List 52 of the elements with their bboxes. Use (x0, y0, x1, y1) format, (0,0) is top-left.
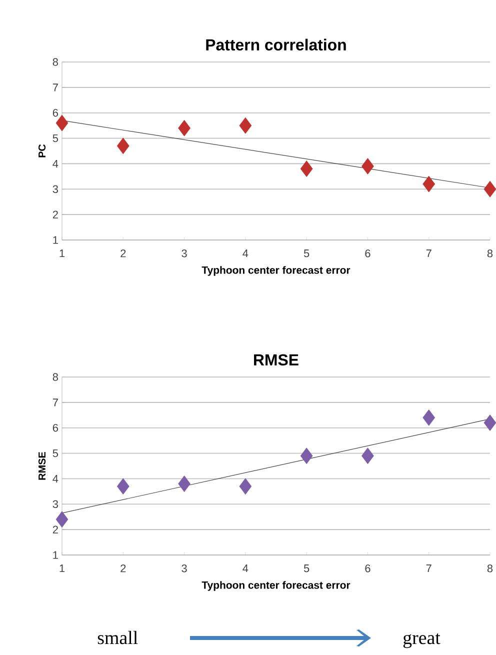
x-tick-label: 4 (242, 564, 248, 572)
x-tick-label: 6 (365, 250, 370, 258)
x-axis-title: Typhoon center forecast error (202, 581, 350, 591)
point (116, 138, 130, 154)
x-tick-label: 8 (487, 564, 492, 572)
point (300, 160, 313, 177)
y-tick-label: 5 (52, 449, 58, 458)
y-tick-label: 6 (52, 424, 58, 432)
x-tick-label: 7 (426, 250, 432, 258)
x-tick-label: 3 (181, 250, 187, 258)
y-tick-label: 2 (52, 526, 58, 534)
point (178, 476, 190, 492)
x-tick-label: 3 (181, 564, 187, 572)
text: small (98, 630, 138, 644)
point (361, 158, 374, 174)
y-tick-label: 1 (53, 236, 58, 244)
y-tick-label: 2 (52, 210, 58, 218)
y-tick-label: 7 (52, 398, 58, 406)
text: great (403, 633, 440, 648)
x-tick-label: 8 (487, 250, 492, 258)
x-tick-label: 5 (304, 564, 309, 572)
x-tick-label: 4 (242, 250, 248, 258)
chart-title: Pattern correlation (206, 38, 346, 50)
point (239, 478, 252, 495)
y-axis-title: PC (38, 144, 46, 158)
y-tick-label: 3 (52, 185, 58, 194)
x-tick-label: 1 (60, 250, 64, 258)
x-axis-title: Typhoon center forecast error (202, 266, 350, 276)
y-tick-label: 7 (52, 84, 58, 92)
x-tick-label: 5 (304, 250, 309, 258)
x-tick-label: 2 (120, 250, 126, 258)
point (300, 448, 313, 464)
point (239, 117, 252, 134)
y-axis-title: RMSE (38, 452, 46, 480)
point (116, 478, 130, 495)
y-tick-label: 6 (52, 108, 58, 117)
y-tick-label: 8 (52, 58, 58, 66)
x-tick-label: 1 (60, 564, 64, 572)
point (178, 120, 190, 136)
point (361, 448, 374, 464)
x-tick-label: 6 (365, 564, 370, 572)
y-tick-label: 1 (53, 551, 58, 559)
y-tick-label: 3 (52, 500, 58, 508)
x-tick-label: 2 (120, 564, 126, 572)
chart-title: RMSE (254, 354, 298, 366)
point (422, 409, 435, 426)
y-tick-label: 5 (52, 134, 58, 142)
x-tick-label: 7 (426, 564, 432, 572)
y-tick-label: 8 (52, 373, 58, 381)
y-tick-label: 4 (52, 160, 58, 168)
y-tick-label: 4 (52, 474, 58, 482)
point (422, 176, 435, 192)
